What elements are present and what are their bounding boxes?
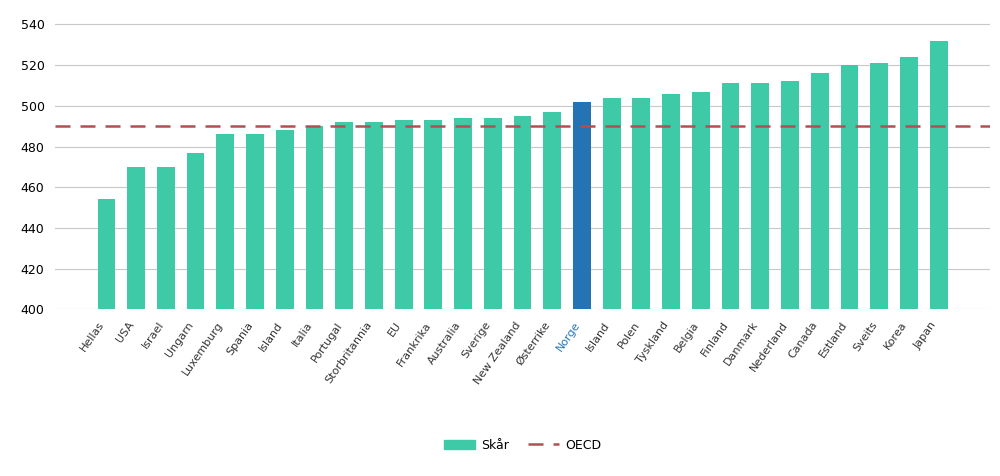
- Bar: [900, 57, 918, 309]
- Bar: [484, 118, 502, 309]
- Bar: [98, 199, 115, 309]
- Bar: [930, 41, 948, 309]
- Bar: [395, 120, 413, 309]
- Bar: [811, 73, 829, 309]
- Bar: [751, 83, 769, 309]
- Bar: [603, 98, 621, 309]
- Bar: [424, 120, 442, 309]
- Bar: [722, 83, 739, 309]
- Bar: [365, 122, 383, 309]
- Bar: [454, 118, 472, 309]
- Bar: [781, 81, 799, 309]
- Bar: [335, 122, 353, 309]
- Bar: [632, 98, 650, 309]
- Bar: [276, 130, 294, 309]
- Bar: [543, 112, 561, 309]
- Bar: [514, 116, 531, 309]
- Bar: [216, 134, 234, 309]
- Bar: [573, 102, 591, 309]
- Bar: [246, 134, 264, 309]
- Bar: [841, 65, 858, 309]
- Bar: [870, 63, 888, 309]
- Bar: [157, 167, 175, 309]
- Bar: [662, 94, 680, 309]
- Bar: [127, 167, 145, 309]
- Bar: [187, 153, 204, 309]
- Bar: [692, 91, 710, 309]
- Legend: Skår, OECD: Skår, OECD: [439, 434, 606, 456]
- Bar: [306, 126, 323, 309]
